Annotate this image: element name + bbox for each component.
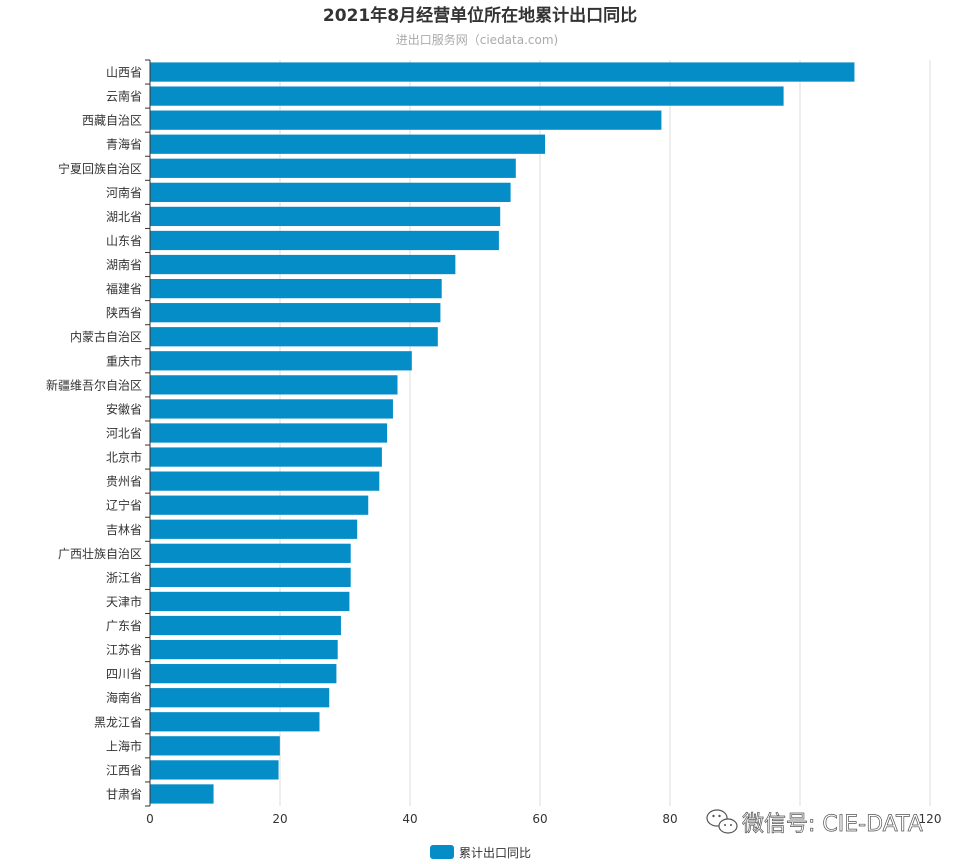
bars	[150, 62, 855, 804]
category-label: 河北省	[106, 427, 142, 441]
bar[interactable]	[150, 760, 279, 780]
x-tick-label: 120	[919, 812, 942, 826]
category-label: 辽宁省	[106, 498, 142, 513]
bar[interactable]	[150, 784, 214, 804]
category-label: 上海市	[106, 738, 142, 753]
bar[interactable]	[150, 664, 337, 684]
bar[interactable]	[150, 471, 380, 491]
bar[interactable]	[150, 712, 320, 732]
legend-swatch	[430, 845, 454, 859]
category-label: 福建省	[106, 281, 142, 296]
bar[interactable]	[150, 206, 501, 227]
bar[interactable]	[150, 303, 441, 323]
legend-label: 累计出口同比	[459, 846, 531, 860]
category-label: 西藏自治区	[82, 114, 142, 128]
category-label: 河南省	[106, 185, 142, 200]
category-label: 内蒙古自治区	[70, 329, 142, 344]
x-tick-label: 0	[146, 812, 154, 826]
bar[interactable]	[150, 351, 412, 371]
wechat-icon	[706, 809, 738, 834]
x-tick-label: 20	[272, 812, 287, 826]
bar[interactable]	[150, 519, 358, 539]
category-label: 江西省	[106, 763, 142, 777]
category-label: 北京市	[106, 450, 142, 465]
bar[interactable]	[150, 399, 393, 419]
category-labels: 山西省云南省西藏自治区青海省宁夏回族自治区河南省湖北省山东省湖南省福建省陕西省内…	[46, 66, 142, 802]
x-tick-label: 80	[662, 812, 677, 826]
category-label: 青海省	[106, 137, 142, 152]
category-label: 吉林省	[106, 523, 142, 537]
category-label: 山西省	[106, 66, 142, 80]
bar[interactable]	[150, 230, 499, 251]
bar[interactable]	[150, 591, 350, 612]
x-tick-label: 60	[532, 812, 547, 826]
category-label: 贵州省	[106, 475, 142, 489]
x-axis-ticks: 0 20 40 60 80 120	[146, 812, 941, 826]
category-label: 四川省	[106, 667, 142, 681]
chart-title: 2021年8月经营单位所在地累计出口同比	[323, 5, 637, 26]
bar[interactable]	[150, 158, 516, 178]
bar[interactable]	[150, 688, 330, 708]
category-label: 海南省	[106, 690, 142, 705]
category-label: 云南省	[106, 89, 142, 104]
y-axis	[145, 59, 151, 807]
category-label: 天津市	[106, 594, 142, 609]
bar[interactable]	[150, 615, 341, 636]
category-label: 湖北省	[106, 209, 142, 224]
bar[interactable]	[150, 327, 438, 347]
bar[interactable]	[150, 110, 662, 130]
category-label: 安徽省	[106, 401, 142, 416]
category-label: 浙江省	[106, 571, 142, 585]
x-tick-label: 40	[402, 812, 417, 826]
bar[interactable]	[150, 543, 351, 563]
category-label: 重庆市	[106, 353, 142, 368]
bar[interactable]	[150, 182, 511, 202]
category-label: 宁夏回族自治区	[58, 161, 142, 176]
category-label: 山东省	[106, 234, 142, 248]
bar[interactable]	[150, 62, 855, 82]
category-label: 广东省	[106, 619, 142, 633]
chart-subtitle: 进出口服务网（ciedata.com)	[396, 32, 558, 47]
bar[interactable]	[150, 736, 280, 756]
category-label: 黑龙江省	[94, 715, 142, 729]
bar[interactable]	[150, 86, 784, 106]
bar[interactable]	[150, 495, 369, 515]
category-label: 江苏省	[106, 643, 142, 657]
bar[interactable]	[150, 134, 546, 154]
bar[interactable]	[150, 567, 351, 588]
watermark-text: 微信号: CIE-DATA	[742, 812, 923, 837]
bar[interactable]	[150, 447, 382, 467]
bar[interactable]	[150, 254, 456, 275]
watermark: 微信号: CIE-DATA	[706, 809, 923, 837]
bar[interactable]	[150, 639, 338, 660]
category-label: 湖南省	[106, 257, 142, 272]
category-label: 广西壮族自治区	[58, 547, 142, 561]
bar[interactable]	[150, 278, 442, 299]
bar[interactable]	[150, 423, 388, 443]
bar[interactable]	[150, 375, 398, 395]
category-label: 甘肃省	[106, 787, 142, 801]
category-label: 新疆维吾尔自治区	[46, 377, 142, 392]
legend[interactable]: 累计出口同比	[430, 845, 531, 860]
category-label: 陕西省	[106, 305, 142, 320]
